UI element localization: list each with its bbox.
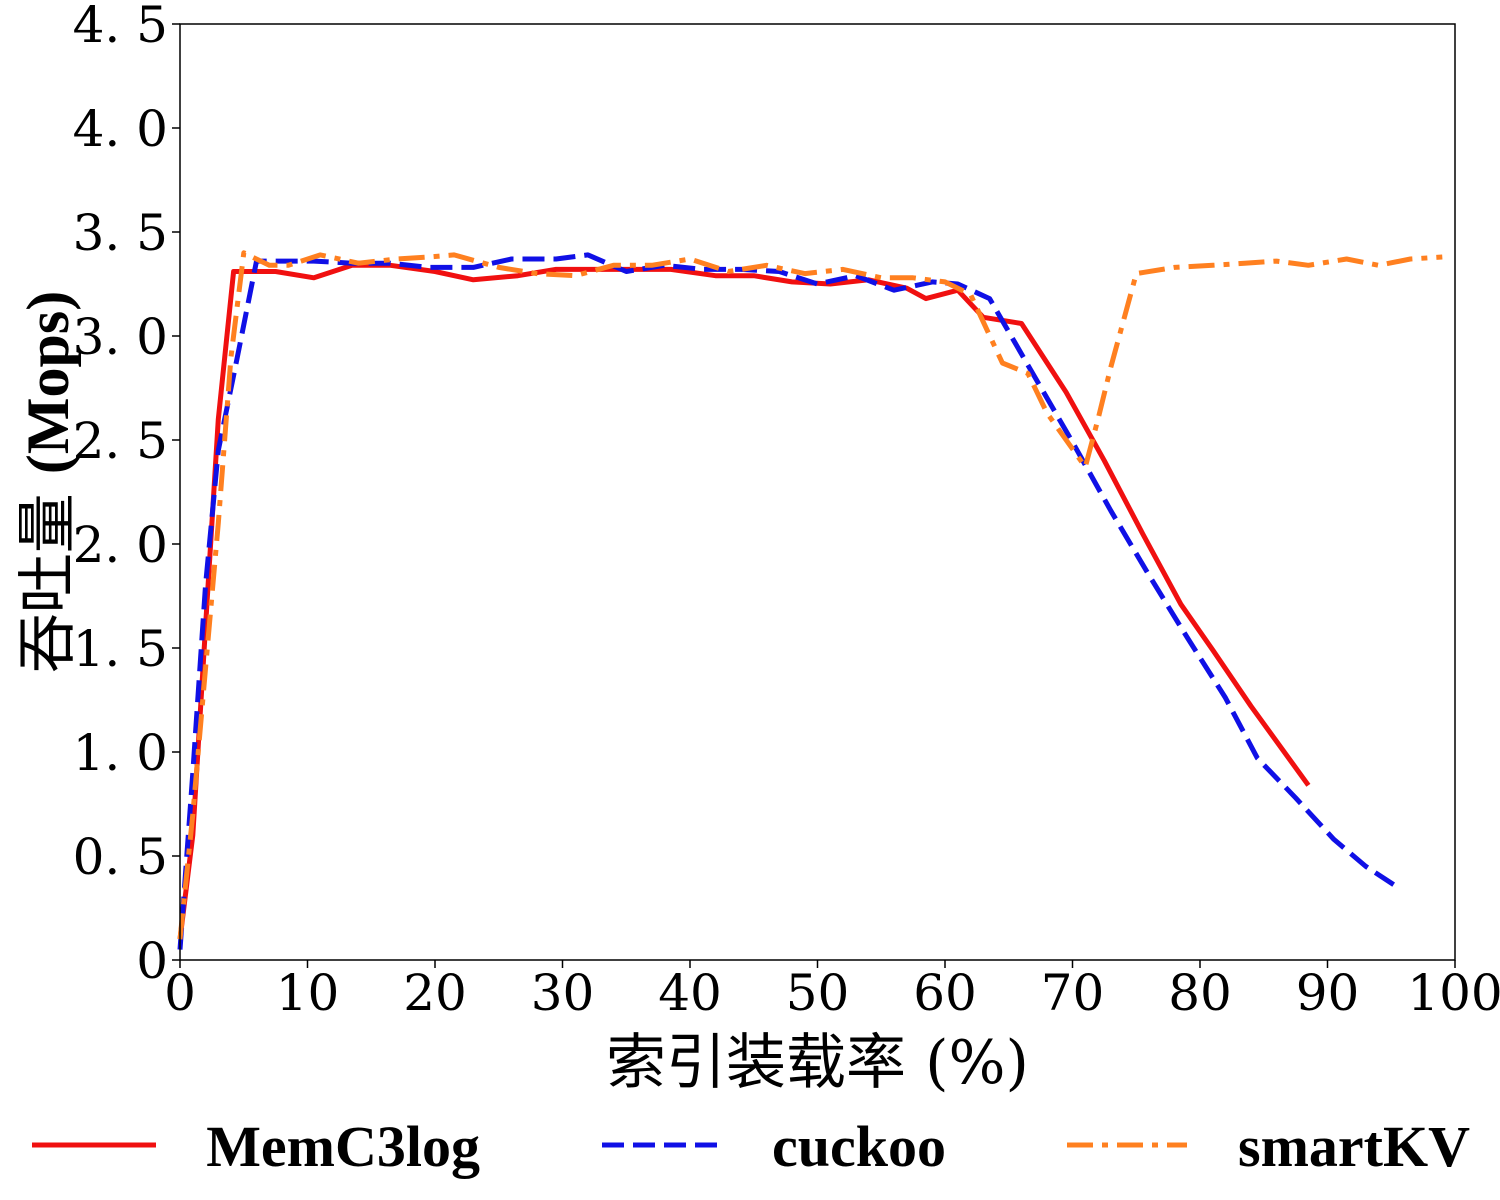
x-tick-label: 20 bbox=[403, 964, 467, 1022]
y-axis-ticks: 0 0. 5 1. 0 1. 5 2. 0 2. 5 3. 0 3. 5 4. 0 4. 5 bbox=[73, 0, 180, 990]
series-line-smartkv bbox=[177, 250, 1443, 940]
series-line-cuckoo bbox=[177, 252, 1399, 950]
x-tick-label: 40 bbox=[658, 964, 722, 1022]
x-tick-label: 60 bbox=[913, 964, 977, 1022]
y-tick-label: 1. 5 bbox=[73, 620, 168, 678]
x-axis-ticks: 0 10 20 30 40 50 60 70 80 90 100 bbox=[164, 960, 1500, 1022]
x-tick-label: 100 bbox=[1407, 964, 1500, 1022]
plot-frame bbox=[179, 23, 1456, 961]
y-tick-label: 4. 0 bbox=[73, 100, 168, 158]
y-tick-label: 0 bbox=[136, 932, 168, 990]
x-tick-label: 50 bbox=[786, 964, 850, 1022]
x-tick-label: 10 bbox=[276, 964, 340, 1022]
x-tick-label: 70 bbox=[1041, 964, 1105, 1022]
series-line-memc3log bbox=[177, 262, 1311, 940]
legend-label-memc3log: MemC3log bbox=[206, 1114, 480, 1179]
x-tick-label: 90 bbox=[1296, 964, 1360, 1022]
y-tick-label: 2. 5 bbox=[73, 412, 168, 470]
y-tick-label: 3. 5 bbox=[73, 204, 168, 262]
legend-label-smartkv: smartKV bbox=[1238, 1114, 1470, 1179]
y-tick-label: 0. 5 bbox=[73, 828, 168, 886]
x-tick-label: 0 bbox=[164, 964, 196, 1022]
y-tick-label: 3. 0 bbox=[73, 308, 168, 366]
x-axis-label: 索引装载率 (%) bbox=[606, 1028, 1029, 1098]
y-axis-label: 吞吐量 (Mops) bbox=[13, 291, 83, 673]
y-tick-label: 2. 0 bbox=[73, 516, 168, 574]
x-tick-label: 80 bbox=[1168, 964, 1232, 1022]
x-tick-label: 30 bbox=[531, 964, 595, 1022]
legend: MemC3log cuckoo smartKV bbox=[32, 1114, 1470, 1179]
series-layer bbox=[177, 250, 1443, 950]
y-tick-label: 4. 5 bbox=[73, 0, 168, 54]
y-tick-label: 1. 0 bbox=[73, 724, 168, 782]
legend-label-cuckoo: cuckoo bbox=[772, 1114, 946, 1179]
